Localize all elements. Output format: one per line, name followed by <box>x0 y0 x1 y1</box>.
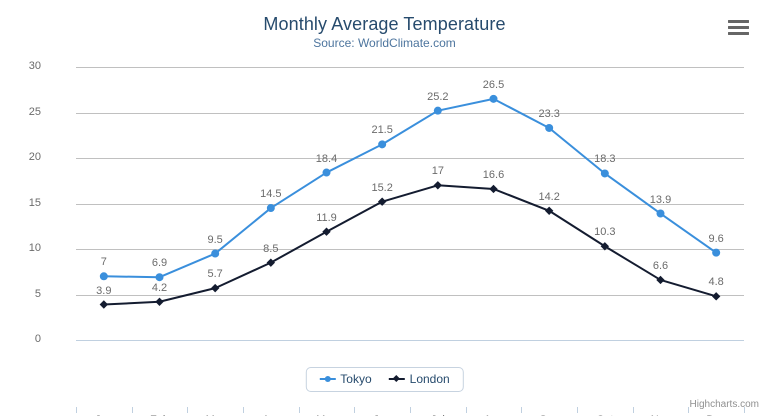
data-point-label: 25.2 <box>427 90 449 103</box>
y-axis-tick-label: 20 <box>28 151 41 163</box>
x-axis-tick <box>688 407 690 413</box>
chart-title: Monthly Average Temperature <box>263 14 506 34</box>
x-axis-tick <box>131 407 133 413</box>
grid-line <box>76 112 744 114</box>
data-point-label: 21.5 <box>371 124 393 137</box>
data-point-label: 4.2 <box>151 281 168 294</box>
data-point-label: 7 <box>100 256 107 269</box>
x-axis-tick-label: Mar <box>185 414 245 416</box>
data-point-label: 15.2 <box>371 181 393 194</box>
data-point-label: 26.5 <box>482 78 505 91</box>
data-point-label: 17 <box>431 165 444 178</box>
x-axis-tick <box>521 407 523 413</box>
data-point-label: 3.9 <box>96 284 112 297</box>
x-axis-tick <box>243 407 244 413</box>
data-point-label: 13.9 <box>649 193 672 206</box>
data-point-label: 6.6 <box>652 259 669 272</box>
data-point-label: 4.8 <box>708 276 724 289</box>
chart-subtitle: Source: WorldClimate.com <box>313 36 456 50</box>
x-axis-tick-label: Feb <box>130 414 190 416</box>
x-axis-tick-label: Aug <box>464 414 524 416</box>
legend-item-tokyo[interactable]: Tokyo <box>319 372 372 386</box>
credits-label[interactable]: Highcharts.com <box>689 399 759 410</box>
data-point-label: 16.6 <box>482 168 505 181</box>
y-axis-tick-label: 10 <box>28 242 41 254</box>
x-axis-tick-label: Jun <box>352 414 412 416</box>
chart-legend[interactable]: Tokyo London <box>305 367 464 392</box>
hamburger-bar-3 <box>728 32 749 35</box>
x-axis-tick <box>354 407 356 413</box>
data-point-label: 11.9 <box>316 211 337 224</box>
x-axis-tick <box>744 407 745 413</box>
x-axis-tick <box>410 407 411 413</box>
data-point-label: 14.2 <box>538 190 560 203</box>
x-axis-tick <box>577 407 578 413</box>
x-axis-tick <box>76 407 77 413</box>
legend-item-london[interactable]: London <box>388 372 450 386</box>
grid-line <box>76 158 744 159</box>
data-point-label: 14.5 <box>260 188 282 201</box>
x-axis-tick-label: Jan <box>74 414 134 416</box>
y-axis-tick-label: 0 <box>34 333 41 345</box>
x-axis-tick-label: Oct <box>575 414 635 416</box>
data-point-label: 23.3 <box>538 107 560 120</box>
grid-line <box>76 67 744 68</box>
x-axis-tick-label: Dec <box>686 414 746 416</box>
data-point-label: 18.4 <box>315 152 338 165</box>
hamburger-bar-2 <box>728 26 749 29</box>
data-point-label: 5.7 <box>207 268 223 281</box>
x-axis-tick <box>632 407 634 413</box>
x-axis-tick-label: May <box>297 414 357 416</box>
grid-line <box>76 203 744 205</box>
legend-symbol-circle-icon <box>319 374 336 384</box>
y-axis-tick-label: 15 <box>28 196 41 209</box>
x-axis-tick-label: Sep <box>519 414 579 416</box>
legend-label: London <box>409 372 450 386</box>
data-point-label: 18.3 <box>594 153 616 166</box>
y-axis-tick-label: 25 <box>28 105 41 118</box>
data-point-label: 8.5 <box>263 242 279 255</box>
grid-line <box>76 294 744 296</box>
hamburger-bar-1 <box>728 20 749 23</box>
grid-line <box>76 249 744 250</box>
y-axis-tick-label: 30 <box>28 60 41 72</box>
legend-label: Tokyo <box>340 372 372 386</box>
data-point-label: 9.6 <box>708 232 724 245</box>
x-axis-tick-label: Jul <box>408 414 468 416</box>
x-axis-tick <box>465 407 467 413</box>
data-point-label: 9.5 <box>207 233 223 246</box>
x-axis-tick-label: Apr <box>241 414 301 416</box>
x-axis-tick-label: Nov <box>631 414 691 416</box>
data-point-label: 6.9 <box>151 257 168 270</box>
x-axis-tick <box>187 407 189 413</box>
hamburger-menu-icon[interactable] <box>726 17 750 37</box>
y-axis-tick-label: 5 <box>34 287 41 300</box>
plot-area: 0 5 10 15 20 25 30 JanFebMarAprMayJunJulAugSep… <box>29 61 745 416</box>
data-point-label: 10.3 <box>594 226 616 239</box>
legend-symbol-diamond-icon <box>388 374 405 384</box>
x-axis-tick <box>298 407 300 413</box>
x-axis-line <box>76 340 744 341</box>
